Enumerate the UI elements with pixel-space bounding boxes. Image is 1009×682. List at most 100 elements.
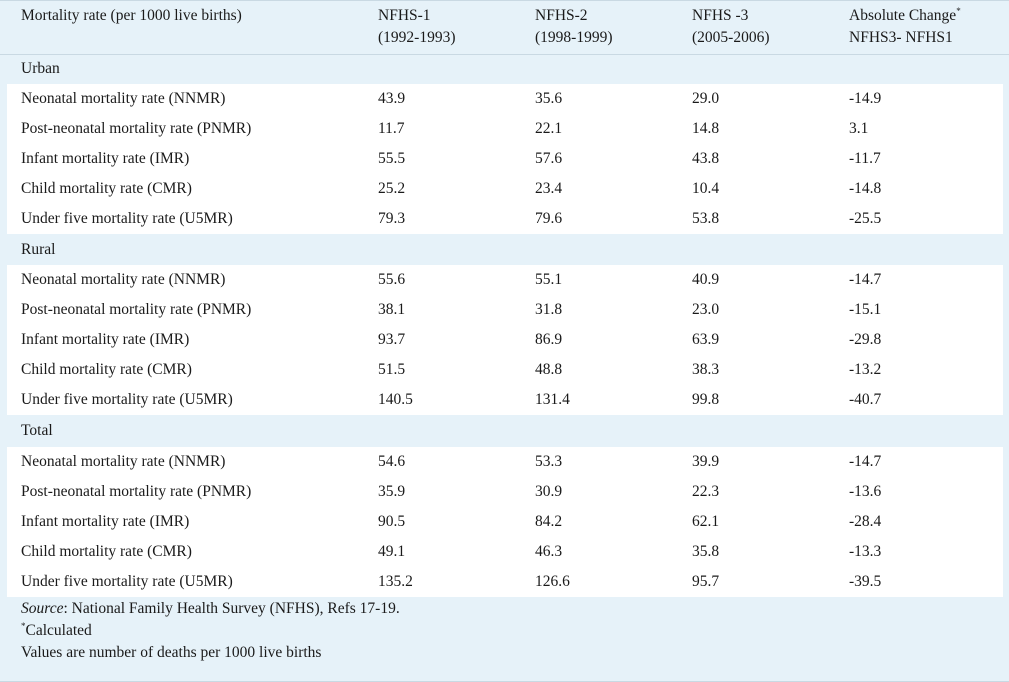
cell-nfhs3: 53.8 (692, 210, 720, 227)
cell-change: -14.9 (849, 90, 882, 107)
cell-nfhs2: 23.4 (535, 180, 563, 197)
cell-nfhs3: 14.8 (692, 120, 720, 137)
row-label: Post-neonatal mortality rate (PNMR) (21, 120, 252, 137)
row-label: Under five mortality rate (U5MR) (21, 210, 233, 227)
table-row: Post-neonatal mortality rate (PNMR) 11.7… (7, 114, 1003, 144)
table-footnotes: Source: National Family Health Survey (N… (21, 598, 400, 664)
cell-nfhs2: 46.3 (535, 543, 563, 560)
cell-nfhs3: 40.9 (692, 271, 720, 288)
cell-nfhs3: 10.4 (692, 180, 720, 197)
table-row: Neonatal mortality rate (NNMR) 55.6 55.1… (7, 265, 1003, 295)
row-label: Post-neonatal mortality rate (PNMR) (21, 483, 252, 500)
row-label: Child mortality rate (CMR) (21, 180, 192, 197)
cell-nfhs2: 126.6 (535, 573, 570, 590)
cell-change: -14.8 (849, 180, 882, 197)
header-nfhs2-title: NFHS-2 (535, 7, 588, 24)
table-row: Under five mortality rate (U5MR) 140.5 1… (7, 385, 1003, 415)
row-label: Under five mortality rate (U5MR) (21, 391, 233, 408)
table-row: Child mortality rate (CMR) 25.2 23.4 10.… (7, 174, 1003, 204)
header-change-mark: * (956, 5, 961, 16)
cell-change: -13.3 (849, 543, 882, 560)
header-rule (0, 54, 1009, 55)
header-nfhs2-years: (1998-1999) (535, 29, 613, 46)
cell-nfhs1: 51.5 (378, 361, 406, 378)
header-nfhs3-title: NFHS -3 (692, 7, 749, 24)
top-rule (0, 0, 1009, 1)
table-row: Child mortality rate (CMR) 51.5 48.8 38.… (7, 355, 1003, 385)
header-nfhs1-title: NFHS-1 (378, 7, 431, 24)
cell-nfhs3: 99.8 (692, 391, 720, 408)
group-title-row-rural: Rural (7, 236, 1003, 264)
header-change-title: Absolute Change (849, 7, 957, 24)
cell-nfhs3: 38.3 (692, 361, 720, 378)
cell-nfhs3: 23.0 (692, 301, 720, 318)
cell-change: -14.7 (849, 271, 882, 288)
group-title-total: Total (21, 422, 53, 439)
cell-nfhs2: 86.9 (535, 331, 563, 348)
row-label: Neonatal mortality rate (NNMR) (21, 90, 226, 107)
header-nfhs3-years: (2005-2006) (692, 29, 770, 46)
calculated-text: Calculated (25, 622, 92, 639)
calculated-note: *Calculated (21, 620, 400, 642)
table-row: Child mortality rate (CMR) 49.1 46.3 35.… (7, 537, 1003, 567)
cell-nfhs3: 62.1 (692, 513, 720, 530)
table-row: Neonatal mortality rate (NNMR) 43.9 35.6… (7, 84, 1003, 114)
cell-nfhs1: 49.1 (378, 543, 406, 560)
source-note: Source: National Family Health Survey (N… (21, 598, 400, 620)
cell-nfhs2: 57.6 (535, 150, 563, 167)
cell-nfhs1: 35.9 (378, 483, 406, 500)
cell-nfhs3: 29.0 (692, 90, 720, 107)
cell-change: -39.5 (849, 573, 882, 590)
table-row: Infant mortality rate (IMR) 55.5 57.6 43… (7, 144, 1003, 174)
table-row: Post-neonatal mortality rate (PNMR) 35.9… (7, 477, 1003, 507)
cell-change: -13.6 (849, 483, 882, 500)
row-label: Infant mortality rate (IMR) (21, 513, 190, 530)
row-label: Post-neonatal mortality rate (PNMR) (21, 301, 252, 318)
cell-nfhs3: 63.9 (692, 331, 720, 348)
row-label: Infant mortality rate (IMR) (21, 331, 190, 348)
cell-nfhs1: 93.7 (378, 331, 406, 348)
cell-nfhs2: 35.6 (535, 90, 563, 107)
group-title-row-total: Total (7, 417, 1003, 445)
cell-nfhs2: 48.8 (535, 361, 563, 378)
group-title-urban: Urban (21, 60, 60, 77)
cell-nfhs2: 55.1 (535, 271, 563, 288)
group-title-row-urban: Urban (7, 56, 1003, 82)
cell-nfhs2: 31.8 (535, 301, 563, 318)
cell-change: -11.7 (849, 150, 881, 167)
cell-change: -13.2 (849, 361, 882, 378)
cell-nfhs1: 55.5 (378, 150, 406, 167)
cell-change: -40.7 (849, 391, 882, 408)
cell-nfhs3: 22.3 (692, 483, 720, 500)
row-label: Child mortality rate (CMR) (21, 361, 192, 378)
table-row: Infant mortality rate (IMR) 90.5 84.2 62… (7, 507, 1003, 537)
cell-nfhs3: 39.9 (692, 453, 720, 470)
source-label: Source (21, 600, 64, 617)
header-change-subtitle: NFHS3- NFHS1 (849, 29, 953, 46)
table-row: Post-neonatal mortality rate (PNMR) 38.1… (7, 295, 1003, 325)
cell-nfhs1: 135.2 (378, 573, 413, 590)
source-text: : National Family Health Survey (NFHS), … (63, 600, 400, 617)
row-label: Neonatal mortality rate (NNMR) (21, 453, 226, 470)
row-label: Neonatal mortality rate (NNMR) (21, 271, 226, 288)
header-absolute-change: Absolute Change* NFHS3- NFHS1 (843, 3, 1003, 49)
table-row: Under five mortality rate (U5MR) 135.2 1… (7, 567, 1003, 597)
table-header: Mortality rate (per 1000 live births) NF… (7, 3, 1003, 53)
cell-change: -25.5 (849, 210, 882, 227)
cell-change: -28.4 (849, 513, 882, 530)
cell-nfhs1: 11.7 (378, 120, 405, 137)
cell-change: -29.8 (849, 331, 882, 348)
cell-nfhs2: 30.9 (535, 483, 563, 500)
header-nfhs2: NFHS-2 (1998-1999) (529, 3, 686, 49)
header-nfhs3: NFHS -3 (2005-2006) (686, 3, 843, 49)
calculated-mark: * (21, 620, 26, 631)
table-row: Neonatal mortality rate (NNMR) 54.6 53.3… (7, 447, 1003, 477)
cell-nfhs3: 35.8 (692, 543, 720, 560)
table-row: Under five mortality rate (U5MR) 79.3 79… (7, 204, 1003, 234)
cell-nfhs1: 140.5 (378, 391, 413, 408)
cell-nfhs1: 90.5 (378, 513, 406, 530)
cell-nfhs3: 43.8 (692, 150, 720, 167)
cell-nfhs1: 25.2 (378, 180, 406, 197)
header-mortality-rate: Mortality rate (per 1000 live births) (7, 3, 372, 27)
